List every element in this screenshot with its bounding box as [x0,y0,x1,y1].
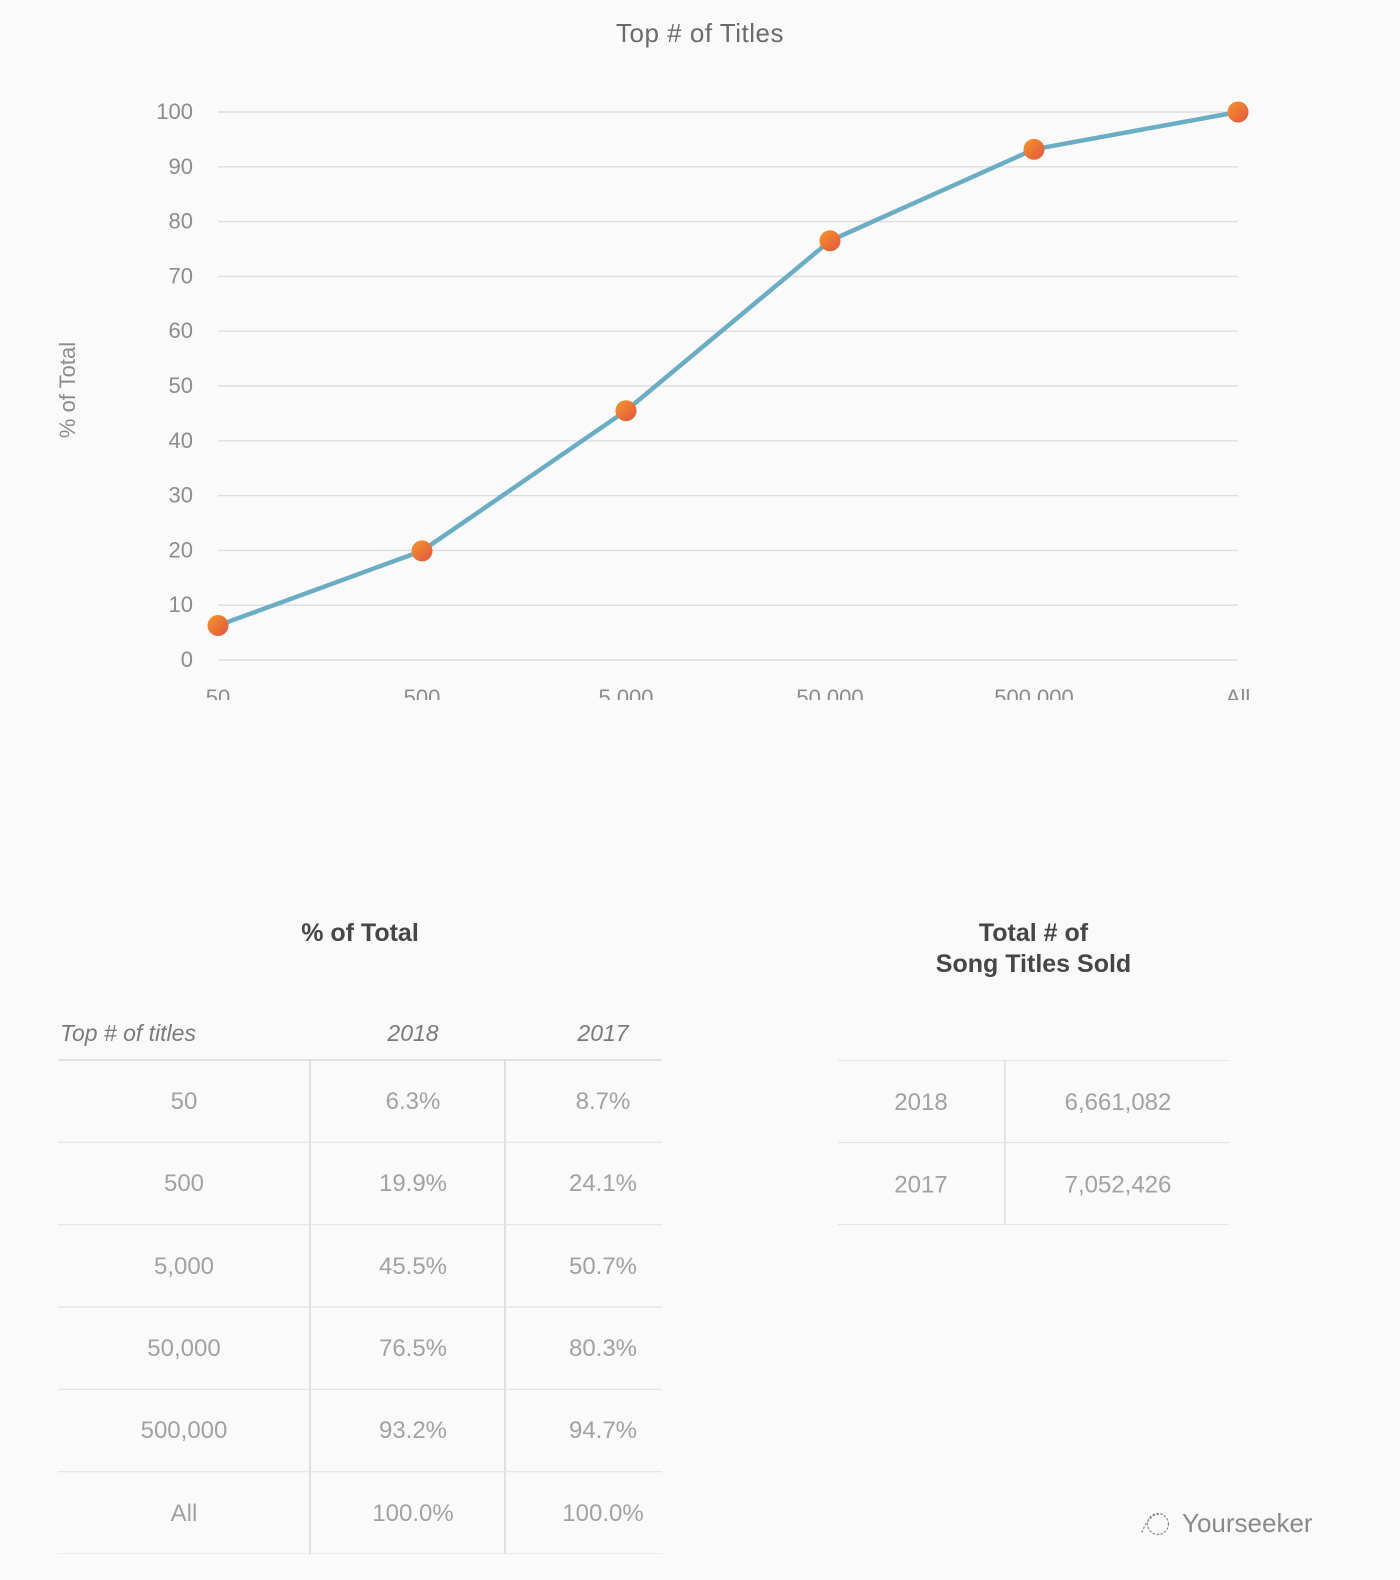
svg-text:50,000: 50,000 [796,685,863,700]
svg-text:500: 500 [164,1170,204,1197]
svg-text:100.0%: 100.0% [562,1500,643,1527]
svg-text:10: 10 [169,592,193,617]
svg-text:6.3%: 6.3% [386,1088,441,1115]
svg-text:6,661,082: 6,661,082 [1065,1089,1172,1116]
svg-text:2018: 2018 [386,1020,438,1046]
svg-text:70: 70 [169,263,193,288]
svg-text:100.0%: 100.0% [372,1500,453,1527]
svg-text:24.1%: 24.1% [569,1170,637,1197]
svg-text:2017: 2017 [576,1020,629,1046]
svg-text:40: 40 [169,428,193,453]
svg-text:50,000: 50,000 [147,1335,220,1362]
svg-text:500,000: 500,000 [141,1417,228,1444]
svg-text:50: 50 [206,685,230,700]
svg-text:5,000: 5,000 [598,685,653,700]
svg-text:50.7%: 50.7% [569,1253,637,1280]
svg-text:45.5%: 45.5% [379,1253,447,1280]
svg-text:90: 90 [169,154,193,179]
svg-text:All: All [1226,685,1250,700]
svg-text:500: 500 [404,685,441,700]
svg-text:50: 50 [169,373,193,398]
svg-text:76.5%: 76.5% [379,1335,447,1362]
svg-text:2018: 2018 [894,1089,947,1116]
svg-text:8.7%: 8.7% [576,1088,631,1115]
svg-text:60: 60 [169,318,193,343]
svg-text:30: 30 [169,483,193,508]
svg-text:Top # of titles: Top # of titles [60,1020,196,1046]
svg-text:0: 0 [181,647,193,672]
svg-text:94.7%: 94.7% [569,1417,637,1444]
svg-text:93.2%: 93.2% [379,1417,447,1444]
svg-text:5,000: 5,000 [154,1253,214,1280]
svg-text:19.9%: 19.9% [379,1170,447,1197]
svg-text:500,000: 500,000 [994,685,1074,700]
svg-text:7,052,426: 7,052,426 [1065,1172,1172,1199]
svg-text:All: All [171,1500,198,1527]
svg-text:100: 100 [156,99,193,124]
svg-text:20: 20 [169,537,193,562]
svg-text:80.3%: 80.3% [569,1335,637,1362]
svg-text:80: 80 [169,209,193,234]
svg-text:2017: 2017 [894,1172,947,1199]
svg-text:50: 50 [171,1088,198,1115]
svg-text:% of Total: % of Total [55,342,80,438]
